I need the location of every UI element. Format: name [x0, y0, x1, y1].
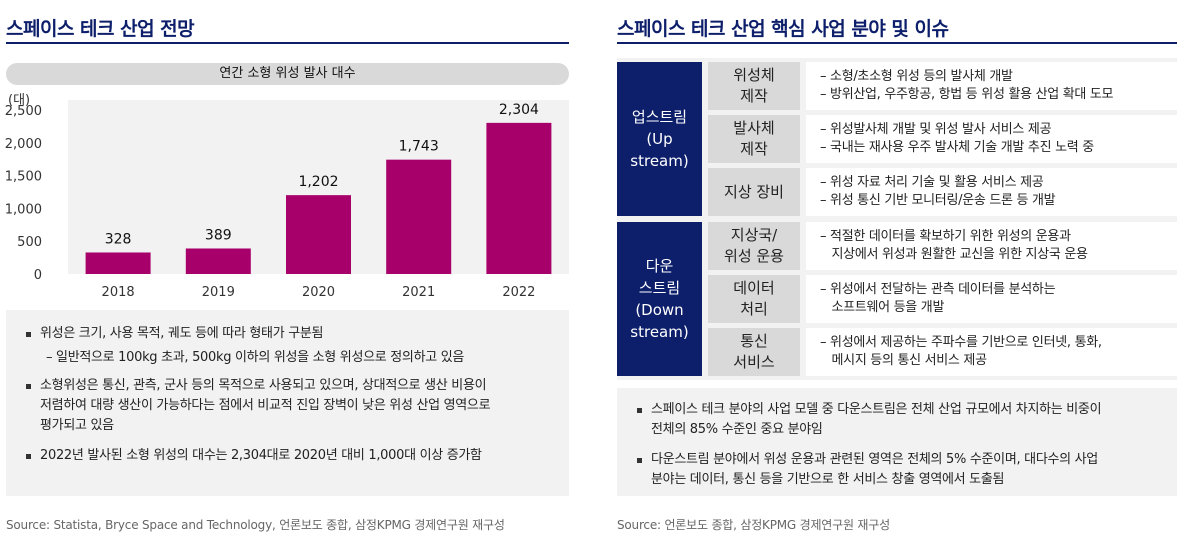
desc-line: – 소형/초소형 위성 등의 발사체 개발 — [820, 69, 1013, 84]
category-line: 처리 — [740, 300, 768, 318]
left-source: Source: Statista, Bryce Space and Techno… — [6, 518, 505, 532]
x-tick-label-2021: 2021 — [402, 285, 435, 300]
category-ground-station: 지상국/위성 운용 — [708, 222, 800, 270]
category-line: 데이터 — [733, 279, 775, 297]
desc-line: – 위성 자료 처리 기술 및 활용 서비스 제공 — [820, 175, 1044, 190]
category-line: 제작 — [740, 140, 768, 158]
right-note-2: 다운스트림 분야에서 위성 운용과 관련된 영역은 전체의 5% 수준이며, 대… — [633, 450, 1161, 490]
data-label-2018: 328 — [105, 231, 132, 247]
category-ground-equipment: 지상 장비 — [708, 168, 800, 216]
right-panel-title: 스페이스 테크 산업 핵심 사업 분야 및 이슈 — [617, 18, 949, 40]
x-tick-label-2022: 2022 — [502, 285, 535, 300]
data-label-2021: 1,743 — [399, 139, 439, 155]
desc-line: – 적절한 데이터를 확보하기 위한 위성의 운용과 — [820, 229, 1071, 244]
group-downstream: 다운 스트림 (Down stream) — [617, 222, 702, 376]
group-upstream-line-3: stream) — [630, 152, 689, 170]
bar-2018 — [85, 252, 151, 274]
category-line: 통신 — [740, 332, 768, 350]
desc-line: – 위성 통신 기반 모니터링/운송 드론 등 개발 — [820, 193, 1056, 208]
x-tick-label-2018: 2018 — [102, 285, 135, 300]
desc-line: 소프트웨어 등을 개발 — [820, 300, 945, 315]
right-note-2-line-2: 분야는 데이터, 통신 등을 기반으로 한 서비스 창출 영역에서 도출됨 — [651, 472, 1005, 487]
desc-ground-station: – 적절한 데이터를 확보하기 위한 위성의 운용과 지상에서 위성과 원활한 … — [806, 222, 1177, 270]
bar-2022 — [486, 122, 552, 274]
y-tick-label: 1,000 — [5, 202, 42, 217]
category-line: 서비스 — [733, 353, 775, 371]
left-note-3: 2022년 발사된 소형 위성의 대수는 2,304대로 2020년 대비 1,… — [22, 446, 553, 466]
data-label-2019: 389 — [205, 227, 232, 243]
right-notes-box: 스페이스 테크 분야의 사업 모델 중 다운스트림은 전체 산업 규모에서 차지… — [617, 388, 1177, 496]
group-upstream-line-2: (Up — [646, 130, 673, 148]
desc-line: 메시지 등의 통신 서비스 제공 — [820, 353, 987, 368]
right-note-2-line-1: 다운스트림 분야에서 위성 운용과 관련된 영역은 전체의 5% 수준이며, 대… — [651, 452, 1098, 467]
category-line: 위성체 — [733, 66, 775, 84]
left-note-1: 위성은 크기, 사용 목적, 궤도 등에 따라 형태가 구분됨 — [22, 324, 553, 344]
left-title-rule — [6, 42, 569, 44]
left-notes-box: 위성은 크기, 사용 목적, 궤도 등에 따라 형태가 구분됨 – 일반적으로 … — [6, 310, 569, 496]
business-table — [617, 58, 1177, 380]
right-note-1-line-1: 스페이스 테크 분야의 사업 모델 중 다운스트림은 전체 산업 규모에서 차지… — [651, 402, 1102, 417]
group-downstream-line-3: (Down — [635, 301, 684, 319]
left-note-2-line-3: 평가되고 있음 — [40, 418, 114, 433]
bar-2021 — [386, 159, 452, 274]
y-tick-label: 500 — [17, 235, 42, 250]
bar-2020 — [286, 195, 351, 274]
bar-chart: (대) 0 500 1,000 1,500 2,000 2,500 328 2018 389 201… — [5, 93, 569, 300]
chart-title: 연간 소형 위성 발사 대수 — [6, 63, 569, 85]
desc-line: – 위성발사체 개발 및 위성 발사 서비스 제공 — [820, 122, 1052, 137]
category-line: 발사체 — [733, 119, 775, 137]
data-label-2022: 2,304 — [499, 102, 539, 118]
group-upstream-line-1: 업스트림 — [631, 108, 688, 126]
category-line: 위성 운용 — [724, 247, 784, 265]
x-tick-label-2020: 2020 — [302, 285, 335, 300]
y-tick-label: 1,500 — [5, 170, 42, 185]
y-tick-label: 2,000 — [5, 137, 42, 152]
left-note-2-line-1: 소형위성은 통신, 관측, 군사 등의 목적으로 사용되고 있으며, 상대적으로… — [40, 378, 487, 393]
desc-launch-vehicle: – 위성발사체 개발 및 위성 발사 서비스 제공 – 국내는 재사용 우주 발… — [806, 115, 1177, 163]
desc-satellite-manufacturing: – 소형/초소형 위성 등의 발사체 개발 – 방위산업, 우주항공, 항법 등… — [806, 62, 1177, 110]
category-line: 지상국/ — [730, 226, 778, 244]
left-note-2: 소형위성은 통신, 관측, 군사 등의 목적으로 사용되고 있으며, 상대적으로… — [22, 376, 553, 436]
x-tick-label-2019: 2019 — [202, 285, 235, 300]
right-note-1: 스페이스 테크 분야의 사업 모델 중 다운스트림은 전체 산업 규모에서 차지… — [633, 400, 1161, 440]
y-tick-label: 2,500 — [5, 104, 42, 119]
desc-data-processing: – 위성에서 전달하는 관측 데이터를 분석하는 소프트웨어 등을 개발 — [806, 275, 1177, 323]
category-line: 제작 — [740, 87, 768, 105]
desc-line: – 국내는 재사용 우주 발사체 기술 개발 추진 노력 중 — [820, 140, 1094, 155]
desc-line: – 방위산업, 우주항공, 항법 등 위성 활용 산업 확대 도모 — [820, 87, 1114, 102]
right-note-1-line-2: 전체의 85% 수준인 중요 분야임 — [651, 422, 823, 437]
left-note-1-sub: – 일반적으로 100kg 초과, 500kg 이하의 위성을 소형 위성으로 … — [46, 350, 465, 365]
group-downstream-line-2: 스트림 — [638, 279, 681, 297]
category-line: 지상 장비 — [724, 182, 784, 201]
desc-communication-service: – 위성에서 제공하는 주파수를 기반으로 인터넷, 통화, 메시지 등의 통신… — [806, 328, 1177, 376]
desc-line: 지상에서 위성과 원활한 교신을 위한 지상국 운용 — [820, 247, 1088, 262]
y-unit-label: (대) — [8, 93, 30, 108]
desc-line: – 위성에서 전달하는 관측 데이터를 분석하는 — [820, 282, 1056, 297]
bar-2019 — [185, 248, 251, 274]
data-label-2020: 1,202 — [298, 174, 338, 190]
right-title-rule — [617, 42, 1177, 44]
group-upstream: 업스트림 (Up stream) — [617, 62, 702, 216]
left-panel-title: 스페이스 테크 산업 전망 — [6, 18, 195, 40]
group-downstream-line-4: stream) — [630, 323, 689, 341]
right-source: Source: 언론보도 종합, 삼정KPMG 경제연구원 재구성 — [617, 518, 890, 532]
desc-line: – 위성에서 제공하는 주파수를 기반으로 인터넷, 통화, — [820, 335, 1102, 350]
y-tick-label: 0 — [34, 268, 42, 283]
desc-ground-equipment: – 위성 자료 처리 기술 및 활용 서비스 제공 – 위성 통신 기반 모니터… — [806, 168, 1177, 216]
group-downstream-line-1: 다운 — [645, 257, 674, 275]
left-note-2-line-2: 저렴하여 대량 생산이 가능하다는 점에서 비교적 진입 장벽이 낮은 위성 산… — [40, 398, 491, 413]
